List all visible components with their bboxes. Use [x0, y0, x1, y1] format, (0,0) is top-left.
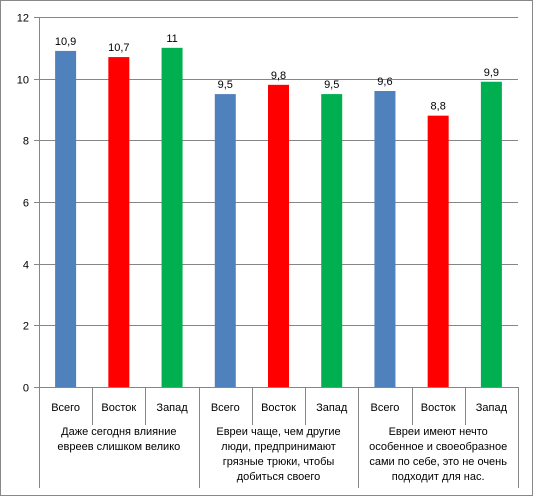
data-label: 9,9 [484, 67, 499, 79]
bar [374, 91, 396, 387]
group-label: Евреи чаще, чем другие [216, 426, 340, 438]
bar [214, 94, 236, 387]
bar [108, 57, 130, 387]
category-label: Всего [51, 402, 80, 414]
category-label: Запад [316, 402, 348, 414]
group-label: особенное и своеобразное [369, 441, 507, 453]
group-label: люди, предпринимают [221, 441, 336, 453]
y-tick-label: 4 [23, 260, 29, 272]
data-label: 9,5 [324, 79, 339, 91]
group-label: подходит для нас. [392, 471, 485, 483]
category-label: Восток [421, 402, 456, 414]
bar [427, 115, 449, 388]
bar [161, 47, 183, 387]
data-label: 9,8 [271, 70, 286, 82]
y-tick-label: 6 [23, 198, 29, 210]
group-label: Евреи имеют нечто [389, 426, 488, 438]
bar [55, 50, 77, 388]
category-label: Восток [101, 402, 136, 414]
group-label: евреев слишком велико [57, 441, 180, 453]
data-label: 9,6 [377, 76, 392, 88]
y-tick-label: 12 [17, 13, 29, 25]
y-tick-label: 8 [23, 136, 29, 148]
category-label: Восток [261, 402, 296, 414]
group-label: грязные трюки, чтобы [223, 456, 335, 468]
group-label: добиться своего [237, 471, 321, 483]
data-label: 10,9 [55, 36, 76, 48]
data-label: 11 [166, 33, 177, 45]
data-label: 8,8 [431, 101, 446, 113]
bar [321, 94, 343, 387]
data-label: 9,5 [218, 79, 233, 91]
category-label: Всего [211, 402, 240, 414]
bar [480, 81, 502, 387]
y-tick-label: 0 [23, 383, 29, 395]
group-label: Даже сегодня влияние [61, 426, 176, 438]
category-label: Всего [371, 402, 400, 414]
data-label: 10,7 [108, 42, 129, 54]
y-tick-label: 2 [23, 321, 29, 333]
category-label: Запад [156, 402, 188, 414]
category-label: Запад [476, 402, 508, 414]
y-tick-label: 10 [17, 75, 29, 87]
group-label: сами по себе, это не очень [369, 456, 507, 468]
bar [268, 84, 289, 387]
